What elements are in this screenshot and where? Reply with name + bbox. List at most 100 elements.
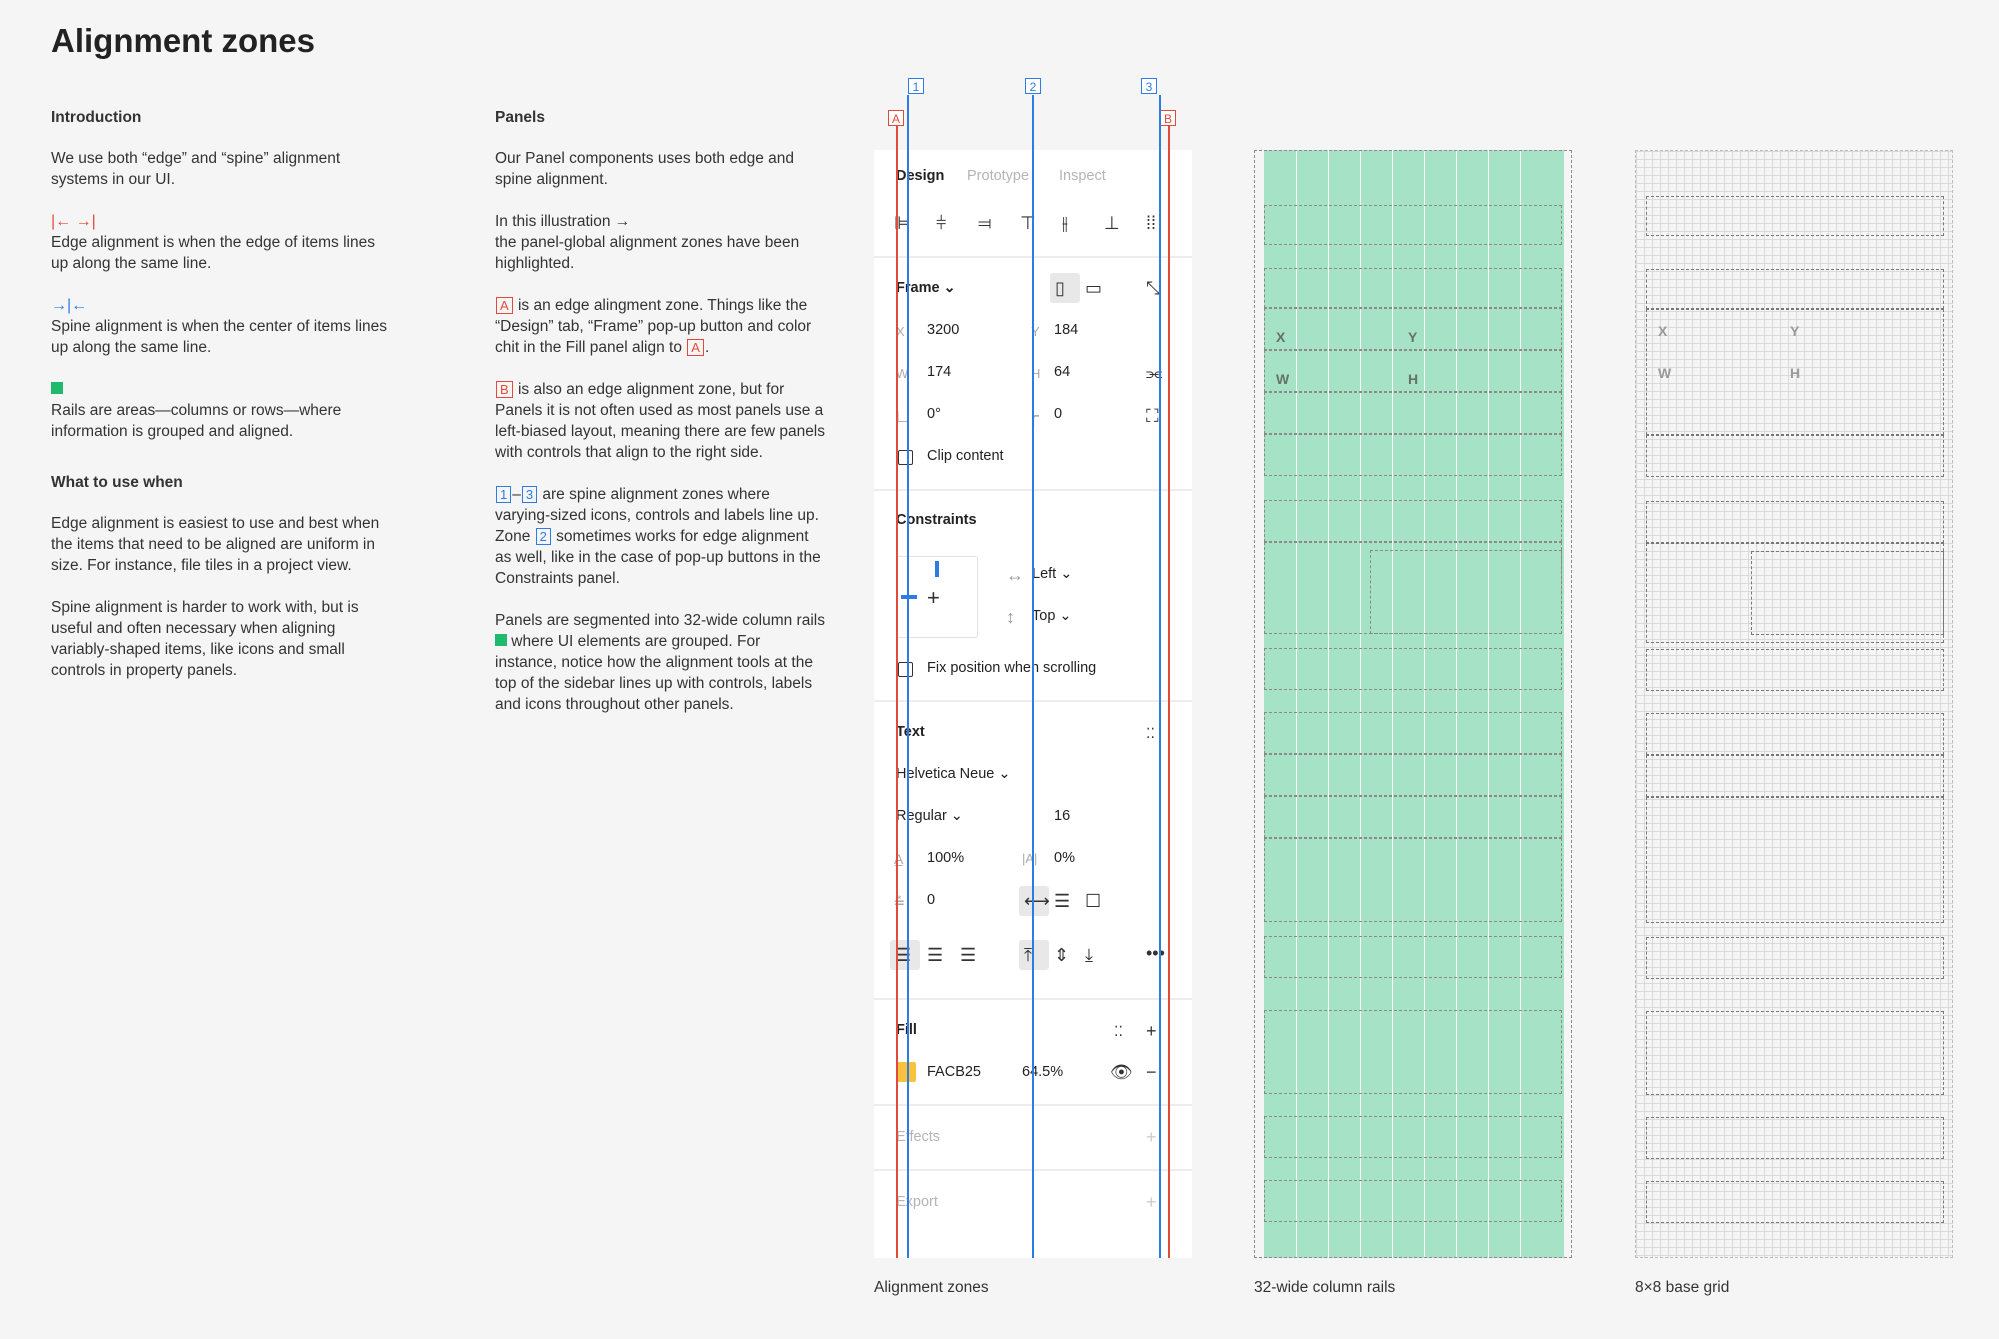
text-align-top-icon[interactable]: ⤒ bbox=[1024, 945, 1032, 965]
rail-row-text-align bbox=[1264, 936, 1562, 978]
top-constraint-dropdown[interactable]: Top ⌄ bbox=[1032, 608, 1072, 624]
tab-design[interactable]: Design bbox=[896, 168, 945, 184]
distribute-icon[interactable]: ⁞⁞ bbox=[1146, 213, 1157, 233]
text-align-center-icon[interactable]: ☰ bbox=[927, 945, 944, 965]
font-size-input[interactable]: 16 bbox=[1054, 808, 1071, 824]
rail-row-spacing bbox=[1264, 838, 1562, 922]
left-constraint-dropdown[interactable]: Left ⌄ bbox=[1032, 566, 1073, 582]
rails-text: Rails are areas—columns or rows—where in… bbox=[51, 402, 342, 440]
add-export-icon[interactable]: + bbox=[1146, 1192, 1157, 1212]
portrait-icon[interactable]: ▯ bbox=[1055, 278, 1065, 298]
resize-to-fit-icon[interactable]: ⤡ bbox=[1146, 278, 1161, 298]
independent-corners-icon[interactable]: ⛶ bbox=[1146, 406, 1159, 426]
tab-inspect[interactable]: Inspect bbox=[1059, 168, 1106, 184]
rotation-input[interactable]: 0° bbox=[927, 406, 941, 422]
rail-divider bbox=[1456, 150, 1457, 1258]
tab-prototype[interactable]: Prototype bbox=[967, 168, 1030, 184]
h-label: H bbox=[1031, 366, 1041, 381]
align-top-icon[interactable]: ⊤ bbox=[1020, 213, 1036, 233]
grid-h-label: H bbox=[1790, 365, 1801, 381]
text-styles-icon[interactable]: ⁚⁚ bbox=[1146, 725, 1155, 741]
paragraph-spacing-input[interactable]: 0 bbox=[927, 892, 936, 908]
when-paragraph-2: Spine alignment is harder to work with, … bbox=[51, 599, 359, 679]
zone-2-tag: 2 bbox=[535, 528, 551, 545]
align-vertical-center-icon[interactable]: ⫲ bbox=[1062, 213, 1068, 233]
page-title: Alignment zones bbox=[51, 22, 316, 59]
fixed-size-icon[interactable]: ☐ bbox=[1085, 891, 1102, 911]
zone-1-marker: 1 bbox=[908, 78, 924, 94]
rail-row-constraints bbox=[1264, 500, 1562, 542]
rail-swatch-icon bbox=[495, 634, 507, 646]
rail-row-text bbox=[1264, 712, 1562, 754]
rail-divider bbox=[1360, 150, 1361, 1258]
add-effect-icon[interactable]: + bbox=[1146, 1127, 1157, 1147]
rail-row-weight bbox=[1264, 796, 1562, 838]
spine-alignment-icon: →|← bbox=[51, 297, 88, 314]
radius-input[interactable]: 0 bbox=[1054, 406, 1063, 422]
constrain-proportions-icon[interactable]: ⫘ bbox=[1146, 363, 1163, 383]
font-family-dropdown[interactable]: Helvetica Neue ⌄ bbox=[896, 766, 1011, 782]
fill-color-chit[interactable] bbox=[896, 1062, 916, 1082]
horizontal-constraint-icon: ↔ bbox=[1006, 565, 1024, 585]
rail-divider bbox=[1520, 150, 1521, 1258]
align-horizontal-center-icon[interactable]: ⫩ bbox=[936, 213, 947, 233]
fill-hex-input[interactable]: FACB25 bbox=[927, 1064, 981, 1080]
panels-paragraph-1: Our Panel components uses both edge and … bbox=[495, 150, 795, 188]
introduction-heading: Introduction bbox=[51, 109, 142, 126]
rail-row-xy bbox=[1264, 308, 1562, 350]
grid-box-font bbox=[1646, 755, 1944, 797]
panels-paragraph-4: B is also an edge alignment zone, but fo… bbox=[495, 381, 826, 461]
h-input[interactable]: 64 bbox=[1054, 364, 1071, 380]
fill-opacity-input[interactable]: 64.5% bbox=[1022, 1064, 1064, 1080]
rail-divider bbox=[1424, 150, 1425, 1258]
auto-width-icon[interactable]: ⟷ bbox=[1024, 891, 1050, 911]
panels-paragraph-5: 1–3 are spine alignment zones where vary… bbox=[495, 486, 821, 587]
grid-x-label: X bbox=[1658, 323, 1668, 339]
zone-3-line bbox=[1159, 95, 1161, 1258]
line-height-input[interactable]: 100% bbox=[927, 850, 965, 866]
align-bottom-icon[interactable]: ⊥ bbox=[1104, 213, 1120, 233]
grid-box-constraint-dropdowns bbox=[1751, 551, 1944, 635]
text-align-bottom-icon[interactable]: ⤓ bbox=[1085, 945, 1093, 965]
zone-a-tag: A bbox=[687, 339, 704, 356]
grid-y-label: Y bbox=[1790, 323, 1800, 339]
ghost-h-label: H bbox=[1408, 371, 1419, 387]
landscape-icon[interactable]: ▭ bbox=[1085, 278, 1103, 298]
w-label: W bbox=[896, 366, 909, 381]
frame-dropdown[interactable]: Frame ⌄ bbox=[896, 280, 956, 296]
panels-section: Panels Our Panel components uses both ed… bbox=[495, 107, 825, 736]
clip-content-checkbox[interactable] bbox=[898, 450, 913, 465]
visibility-eye-icon[interactable]: 👁 bbox=[1110, 1062, 1133, 1082]
ghost-y-label: Y bbox=[1408, 329, 1418, 345]
remove-fill-icon[interactable]: − bbox=[1146, 1062, 1157, 1082]
w-input[interactable]: 174 bbox=[927, 364, 952, 380]
rail-divider bbox=[1488, 150, 1489, 1258]
y-input[interactable]: 184 bbox=[1054, 322, 1079, 338]
panels-paragraph-3: A is an edge alingment zone. Things like… bbox=[495, 297, 812, 356]
grid-box-text-props bbox=[1646, 797, 1944, 923]
panels-paragraph-2: In this illustration → the panel-global a… bbox=[495, 213, 800, 272]
zone-b-line bbox=[1168, 118, 1170, 1258]
grid-box-fix bbox=[1646, 649, 1944, 691]
fill-styles-icon[interactable]: ⁚⁚ bbox=[1114, 1023, 1123, 1039]
grid-box-frame bbox=[1646, 269, 1944, 309]
text-align-middle-icon[interactable]: ⇕ bbox=[1054, 945, 1070, 965]
grid-box-text bbox=[1646, 713, 1944, 755]
auto-height-icon[interactable]: ☰ bbox=[1054, 891, 1071, 911]
fix-position-checkbox[interactable] bbox=[898, 662, 913, 677]
x-input[interactable]: 3200 bbox=[927, 322, 960, 338]
align-top-highlight bbox=[1019, 940, 1049, 970]
rails-outline bbox=[1254, 150, 1572, 1258]
what-to-use-heading: What to use when bbox=[51, 474, 183, 491]
more-text-options-icon[interactable]: ••• bbox=[1146, 943, 1165, 963]
grid-w-label: W bbox=[1658, 365, 1672, 381]
fill-heading: Fill bbox=[896, 1022, 917, 1038]
font-weight-dropdown[interactable]: Regular ⌄ bbox=[896, 808, 963, 824]
grid-box-align-tools bbox=[1646, 196, 1944, 236]
line-height-icon: A̲ bbox=[894, 851, 904, 867]
align-right-icon[interactable]: ⫤ bbox=[978, 213, 992, 233]
text-align-right-icon[interactable]: ☰ bbox=[960, 945, 977, 965]
add-fill-icon[interactable]: + bbox=[1146, 1021, 1157, 1041]
letter-spacing-input[interactable]: 0% bbox=[1054, 850, 1075, 866]
panels-paragraph-6: Panels are segmented into 32-wide column… bbox=[495, 612, 825, 713]
